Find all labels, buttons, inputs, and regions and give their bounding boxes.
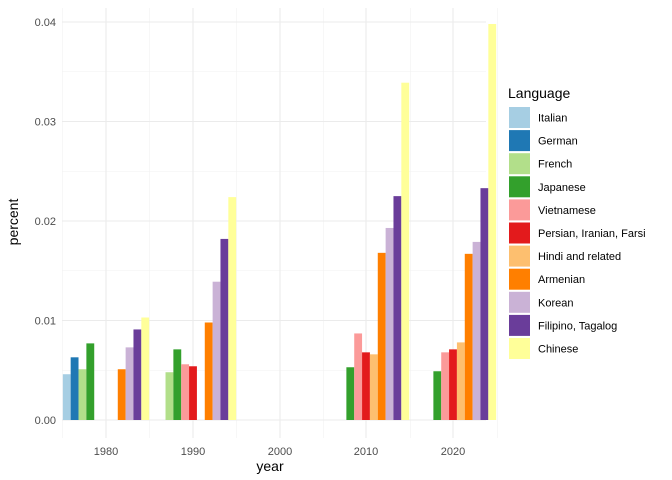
- legend-label: Chinese: [538, 344, 578, 356]
- legend-item: Korean: [509, 291, 573, 313]
- bar-chinese-2020: [488, 23, 497, 421]
- bar-vietnamese-1990: [181, 364, 190, 420]
- bar-armenian-1980: [117, 369, 126, 420]
- bar-japanese-2020: [433, 371, 442, 420]
- bar-french-1990: [165, 372, 174, 420]
- bar-filipino-tagalog-1980: [133, 329, 142, 420]
- bar-vietnamese-2020: [441, 352, 450, 420]
- legend-key: [509, 268, 530, 290]
- legend-label: Italian: [538, 113, 567, 125]
- legend-key: [509, 107, 530, 128]
- bar-chinese-1990: [228, 197, 237, 420]
- legend-item: Persian, Iranian, Farsi: [509, 222, 646, 244]
- legend-key: [509, 222, 530, 244]
- x-tick-label: 2020: [441, 446, 465, 458]
- legend-key: [509, 338, 530, 359]
- legend-key: [509, 153, 530, 175]
- y-tick-label: 0.04: [35, 17, 56, 29]
- bar-filipino-tagalog-2020: [480, 188, 489, 420]
- legend-key: [509, 199, 530, 221]
- y-axis-title: percent: [5, 199, 21, 246]
- bar-armenian-2010: [377, 252, 386, 420]
- x-tick-label: 1990: [181, 446, 205, 458]
- bar-armenian-1990: [204, 322, 213, 420]
- legend-key: [509, 291, 530, 313]
- bar-italian-1980: [62, 374, 71, 420]
- legend-key: [509, 176, 530, 198]
- bar-korean-2020: [472, 241, 481, 420]
- legend-item: Japanese: [509, 176, 586, 198]
- bar-armenian-2020: [464, 253, 473, 420]
- x-tick-label: 2010: [354, 446, 378, 458]
- bars: [62, 23, 497, 421]
- bar-filipino-tagalog-1990: [220, 238, 229, 420]
- legend-item: French: [509, 153, 572, 175]
- bar-persian-iranian-farsi-1990: [189, 366, 197, 420]
- legend-label: French: [538, 159, 572, 171]
- legend-item: German: [509, 130, 578, 152]
- bar-hindi-and-related-2010: [369, 354, 378, 420]
- legend-item: Vietnamese: [509, 199, 596, 221]
- legend: Language Italian German French Japanese Viet…: [508, 85, 646, 359]
- bar-chinese-1980: [141, 317, 150, 420]
- bar-japanese-1980: [86, 343, 95, 420]
- bar-persian-iranian-farsi-2020: [449, 349, 457, 420]
- bar-filipino-tagalog-2010: [393, 196, 402, 421]
- x-tick-label: 1980: [94, 446, 118, 458]
- bar-french-1980: [78, 369, 87, 420]
- bar-korean-1990: [212, 281, 221, 420]
- y-axis-ticks: 0.00 0.01 0.02 0.03 0.04: [35, 17, 56, 427]
- bar-hindi-and-related-2020: [456, 342, 465, 420]
- bar-korean-1980: [125, 347, 134, 420]
- bar-korean-2010: [385, 227, 394, 420]
- legend-key: [509, 130, 530, 152]
- legend-key: [509, 245, 530, 267]
- legend-label: Hindi and related: [538, 251, 621, 263]
- x-tick-label: 2000: [268, 446, 292, 458]
- legend-label: Persian, Iranian, Farsi: [538, 228, 646, 240]
- bar-vietnamese-2010: [354, 333, 363, 420]
- x-axis-ticks: 1980 1990 2000 2010 2020: [94, 446, 465, 458]
- legend-label: Armenian: [538, 274, 585, 286]
- y-tick-label: 0.03: [35, 117, 56, 129]
- bar-japanese-2010: [346, 367, 355, 420]
- legend-label: Filipino, Tagalog: [538, 320, 617, 332]
- x-axis-title: year: [256, 458, 284, 474]
- y-tick-label: 0.01: [35, 316, 56, 328]
- bar-german-1980: [70, 357, 79, 420]
- legend-item: Filipino, Tagalog: [509, 314, 617, 336]
- legend-label: Korean: [538, 297, 573, 309]
- bar-chinese-2010: [401, 82, 410, 420]
- legend-item: Chinese: [509, 338, 578, 359]
- bar-japanese-1990: [173, 349, 182, 420]
- legend-label: German: [538, 136, 578, 148]
- legend-label: Vietnamese: [538, 205, 596, 217]
- y-tick-label: 0.02: [35, 216, 56, 228]
- legend-label: Japanese: [538, 182, 586, 194]
- legend-item: Italian: [509, 107, 567, 128]
- bar-persian-iranian-farsi-2010: [362, 352, 370, 420]
- legend-key: [509, 314, 530, 336]
- legend-item: Armenian: [509, 268, 585, 290]
- y-tick-label: 0.00: [35, 415, 56, 427]
- legend-item: Hindi and related: [509, 245, 621, 267]
- legend-title: Language: [508, 85, 571, 101]
